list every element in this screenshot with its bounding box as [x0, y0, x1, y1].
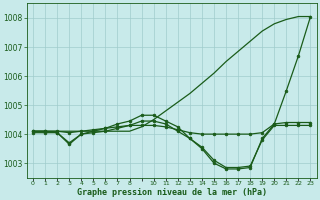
X-axis label: Graphe pression niveau de la mer (hPa): Graphe pression niveau de la mer (hPa) — [77, 188, 267, 197]
